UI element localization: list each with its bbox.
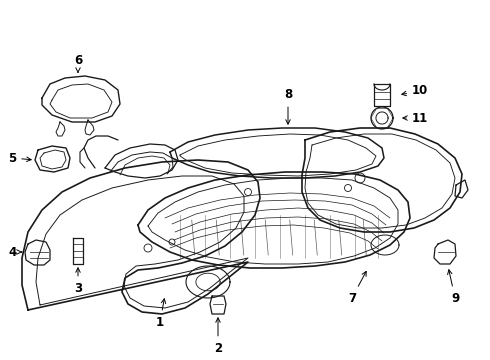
Text: 1: 1 — [156, 299, 166, 328]
Text: 9: 9 — [447, 270, 459, 305]
Text: 2: 2 — [214, 318, 222, 355]
Text: 7: 7 — [348, 271, 366, 305]
Text: 6: 6 — [74, 54, 82, 72]
Text: 4: 4 — [8, 246, 22, 258]
Text: 8: 8 — [284, 89, 292, 124]
Text: 10: 10 — [402, 85, 428, 98]
Text: 5: 5 — [8, 152, 31, 165]
Text: 3: 3 — [74, 268, 82, 294]
Text: 11: 11 — [403, 112, 428, 125]
